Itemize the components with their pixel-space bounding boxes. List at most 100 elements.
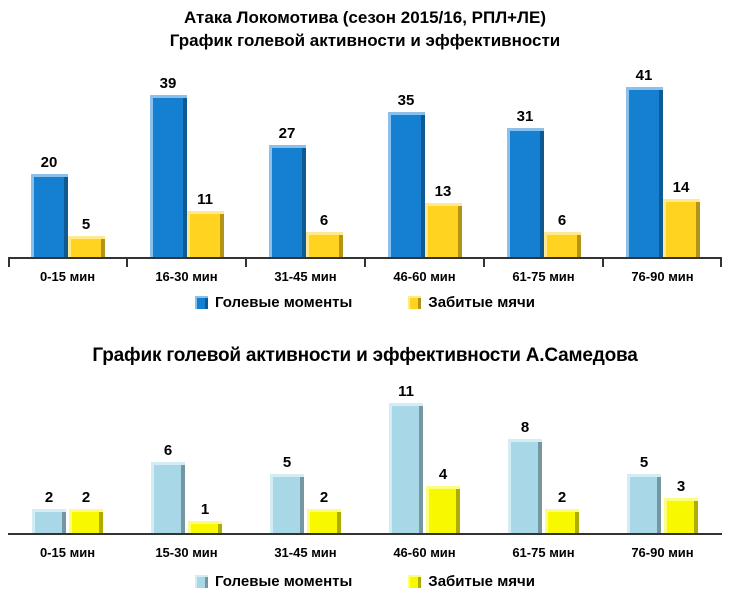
- data-label: 27: [278, 124, 296, 142]
- x-axis-label: 15-30 мин: [155, 545, 218, 561]
- bar-with-label: 1: [188, 502, 222, 534]
- chart-title-lokomotiv: Атака Локомотива (сезон 2015/16, РПЛ+ЛЕ)…: [8, 6, 722, 53]
- goals-bar: [305, 231, 343, 257]
- legend-lokomotiv: Голевые моменты Забитые мячи: [8, 294, 722, 311]
- category-group: 11 4: [365, 383, 484, 534]
- legend-item-chances: Голевые моменты: [195, 294, 352, 311]
- data-label: 3: [676, 478, 686, 496]
- x-axis-label: 76-90 мин: [631, 268, 694, 284]
- data-label: 11: [398, 383, 414, 401]
- data-label: 6: [163, 442, 173, 460]
- legend-label-chances: Голевые моменты: [215, 293, 353, 311]
- goals-bar: [664, 498, 698, 534]
- axis-tick: [720, 258, 722, 267]
- chances-bar: [625, 86, 663, 257]
- chart-lokomotiv-attack: Атака Локомотива (сезон 2015/16, РПЛ+ЛЕ)…: [8, 6, 722, 311]
- data-label: 20: [40, 153, 58, 171]
- chances-bar: [387, 111, 425, 257]
- x-axis-label: 31-45 мин: [274, 268, 337, 284]
- chances-bar: [149, 94, 187, 257]
- x-axis-samedov: 0-15 мин 15-30 мин 31-45 мин 46-60 мин 61-75…: [8, 533, 722, 561]
- x-axis-label: 46-60 мин: [393, 545, 456, 561]
- bar-with-label: 14: [662, 178, 700, 257]
- goals-bar: [307, 509, 341, 534]
- goals-swatch-icon: [408, 574, 422, 588]
- chances-bar: [508, 439, 542, 534]
- legend-label-goals: Забитые мячи: [428, 293, 535, 311]
- chances-bar: [270, 474, 304, 534]
- goals-bar: [662, 198, 700, 257]
- legend-item-goals: Забитые мячи: [408, 294, 535, 311]
- bar-with-label: 4: [426, 467, 460, 534]
- plot-area-samedov: 2 2 6 1 5 2 11 4 8 2 5 3: [8, 377, 722, 534]
- legend-label-chances: Голевые моменты: [215, 572, 353, 590]
- x-axis-lokomotiv: 0-15 мин 16-30 мин 31-45 мин 46-60 мин 61-75…: [8, 256, 722, 285]
- data-label: 39: [159, 74, 177, 92]
- bar-with-label: 13: [424, 182, 462, 257]
- goals-bar: [545, 509, 579, 534]
- x-axis-label: 61-75 мин: [512, 268, 575, 284]
- bar-with-label: 2: [545, 489, 579, 534]
- axis-tick: [244, 258, 247, 267]
- data-label: 6: [319, 211, 329, 229]
- bar-with-label: 2: [69, 489, 103, 534]
- data-label: 35: [397, 91, 415, 109]
- data-label: 2: [557, 489, 567, 507]
- bar-with-label: 27: [268, 124, 306, 257]
- bar-with-label: 6: [151, 442, 185, 534]
- chances-bar: [32, 509, 66, 534]
- x-axis-label: 31-45 мин: [274, 545, 337, 561]
- goals-bar: [426, 486, 460, 534]
- data-label: 2: [319, 489, 329, 507]
- category-group: 41 14: [603, 68, 722, 257]
- axis-tick: [601, 258, 604, 267]
- bar-with-label: 2: [307, 489, 341, 534]
- chances-bar: [30, 173, 68, 257]
- chances-swatch-icon: [195, 574, 209, 588]
- data-label: 5: [81, 215, 91, 233]
- bar-with-label: 5: [67, 215, 105, 257]
- data-label: 2: [81, 489, 91, 507]
- legend-label-goals: Забитые мячи: [428, 572, 535, 590]
- data-label: 11: [197, 190, 213, 208]
- x-axis-label: 0-15 мин: [39, 545, 96, 561]
- data-label: 14: [672, 178, 690, 196]
- axis-tick: [364, 258, 366, 267]
- data-label: 5: [282, 454, 292, 472]
- category-group: 31 6: [484, 109, 603, 257]
- bar-with-label: 31: [506, 107, 544, 257]
- x-axis-label: 0-15 мин: [39, 268, 96, 284]
- x-axis-label: 16-30 мин: [155, 268, 218, 284]
- bar-with-label: 6: [543, 213, 581, 257]
- chances-swatch-icon: [195, 295, 209, 309]
- bar-with-label: 41: [625, 66, 663, 257]
- legend-item-chances: Голевые моменты: [195, 573, 352, 590]
- goals-bar: [67, 235, 105, 257]
- axis-tick: [483, 258, 485, 267]
- goals-bar: [188, 521, 222, 534]
- chances-bar: [506, 127, 544, 257]
- category-group: 20 5: [8, 155, 127, 257]
- bar-with-label: 8: [508, 420, 542, 534]
- goals-bar: [543, 231, 581, 257]
- category-group: 35 13: [365, 93, 484, 257]
- chances-bar: [389, 403, 423, 534]
- chances-bar: [151, 462, 185, 534]
- chances-bar: [268, 144, 306, 257]
- x-axis-label: 76-90 мин: [631, 545, 694, 561]
- legend-item-goals: Забитые мячи: [408, 573, 535, 590]
- data-label: 41: [635, 66, 653, 84]
- bar-with-label: 11: [389, 383, 423, 534]
- bar-with-label: 2: [32, 490, 66, 534]
- data-label: 13: [434, 182, 452, 200]
- axis-tick: [8, 258, 10, 267]
- axis-tick: [126, 258, 128, 267]
- data-label: 31: [516, 107, 534, 125]
- bar-with-label: 6: [305, 211, 343, 257]
- category-group: 39 11: [127, 76, 246, 257]
